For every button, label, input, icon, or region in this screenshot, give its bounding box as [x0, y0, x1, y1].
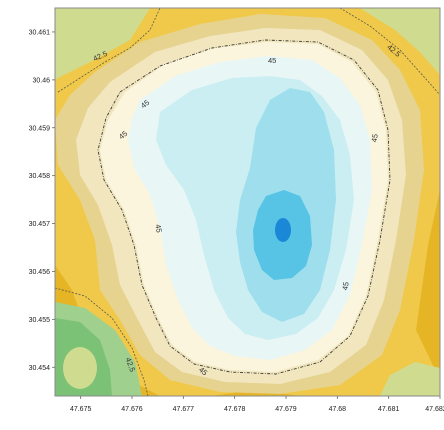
- y-axis: 30.461 30.46 30.459 30.458 30.457 30.456 30.45…: [29, 29, 55, 372]
- y-tick-label: 30.46: [32, 77, 50, 84]
- contour-spot-upper-left: [216, 78, 256, 106]
- contour-line-45: [97, 39, 391, 375]
- contour-label-45-top: 45: [268, 56, 276, 65]
- y-tick-label: 30.456: [29, 269, 51, 276]
- x-tick-label: 47.676: [121, 406, 143, 413]
- y-tick-label: 30.454: [29, 365, 51, 372]
- y-tick-label: 30.461: [29, 29, 51, 36]
- y-tick-label: 30.455: [29, 317, 51, 324]
- contour-band-low-mid-topleft: [55, 8, 150, 80]
- plot-area: [55, 8, 440, 396]
- contour-label-45-mid-left: 45: [153, 224, 163, 234]
- contour-band-low-mid-bottomright: [380, 362, 440, 396]
- x-tick-label: 47.678: [224, 406, 246, 413]
- x-tick-label: 47.677: [173, 406, 195, 413]
- contour-band-low-mid-spot: [63, 347, 97, 389]
- x-tick-label: 47.682: [425, 406, 444, 413]
- x-tick-label: 47.681: [378, 406, 400, 413]
- x-tick-label: 47.675: [70, 406, 92, 413]
- contour-line-42-5-bottomleft: [55, 287, 149, 396]
- contour-line-42-5-topleft: [57, 8, 161, 93]
- x-tick-label: 47.68: [329, 406, 347, 413]
- contour-label-45-right: 45: [370, 133, 380, 143]
- y-tick-label: 30.458: [29, 173, 51, 180]
- y-tick-label: 30.459: [29, 125, 51, 132]
- contour-band-low-mid-topright: [360, 8, 440, 75]
- y-tick-label: 30.457: [29, 221, 51, 228]
- contour-band-peak: [275, 218, 291, 242]
- contour-label-45-lower-right: 45: [340, 281, 350, 291]
- x-axis: 47.675 47.676 47.677 47.678 47.679 47.68 47.68…: [70, 396, 444, 413]
- x-tick-label: 47.679: [275, 406, 297, 413]
- plot-frame: [54, 7, 441, 397]
